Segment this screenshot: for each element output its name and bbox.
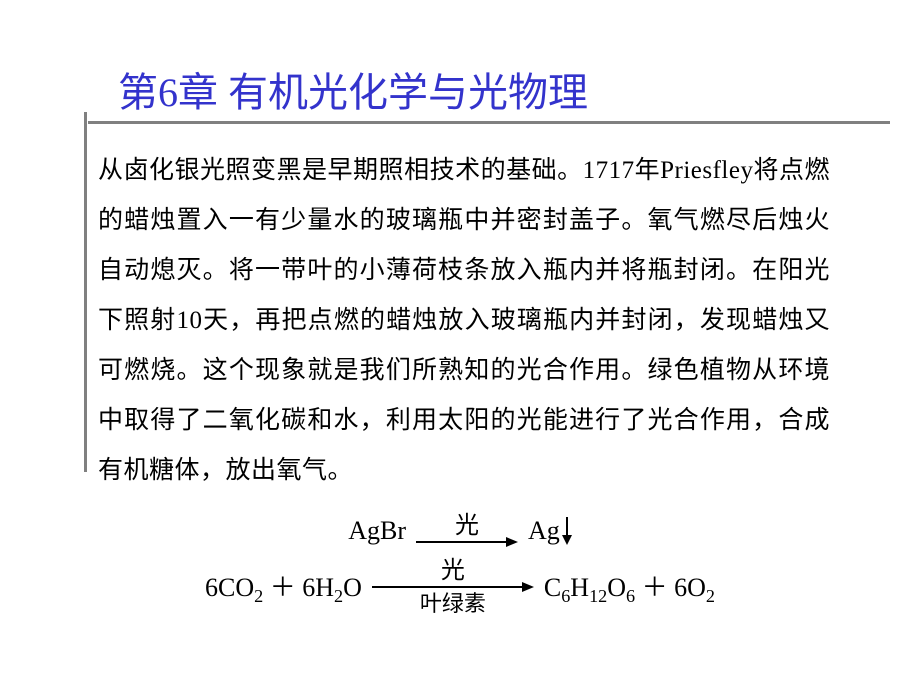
eq1-arrow-top: 光 <box>455 514 479 539</box>
eq1-arrow-line <box>416 537 518 547</box>
eq2-arrow-bottom: 叶绿素 <box>420 592 486 615</box>
equation-1: AgBr 光 Ag <box>90 514 830 547</box>
eq2-arrow: 光 叶绿素 <box>372 559 534 615</box>
eq1-left: AgBr <box>348 516 406 546</box>
eq2-arrow-shaft <box>372 586 522 588</box>
eq2-right: C6H12O6 ＋ 6O2 <box>544 567 715 607</box>
title-wrap: 第6章 有机光化学与光物理 <box>118 60 830 118</box>
eq2-arrow-top: 光 <box>441 559 465 584</box>
equations-block: AgBr 光 Ag 6CO2 ＋ 6H2O 光 <box>90 514 830 615</box>
title-underline <box>88 121 890 124</box>
chapter-title: 第6章 有机光化学与光物理 <box>118 60 830 118</box>
body-paragraph: 从卤化银光照变黑是早期照相技术的基础。1717年Priesfley将点燃的蜡烛置… <box>98 146 830 496</box>
eq1-right: Ag <box>528 516 560 546</box>
equation-2: 6CO2 ＋ 6H2O 光 叶绿素 C6H12O6 ＋ 6O2 <box>90 559 830 615</box>
slide-container: 第6章 有机光化学与光物理 从卤化银光照变黑是早期照相技术的基础。1717年Pr… <box>0 0 920 657</box>
eq1-arrow: 光 <box>416 514 518 547</box>
eq1-arrow-head <box>506 537 518 547</box>
eq2-left: 6CO2 ＋ 6H2O <box>205 567 362 607</box>
left-vertical-line <box>84 112 87 472</box>
eq2-arrow-head <box>522 582 534 592</box>
precipitate-arrow-icon <box>562 517 572 545</box>
eq1-arrow-shaft <box>416 541 506 543</box>
